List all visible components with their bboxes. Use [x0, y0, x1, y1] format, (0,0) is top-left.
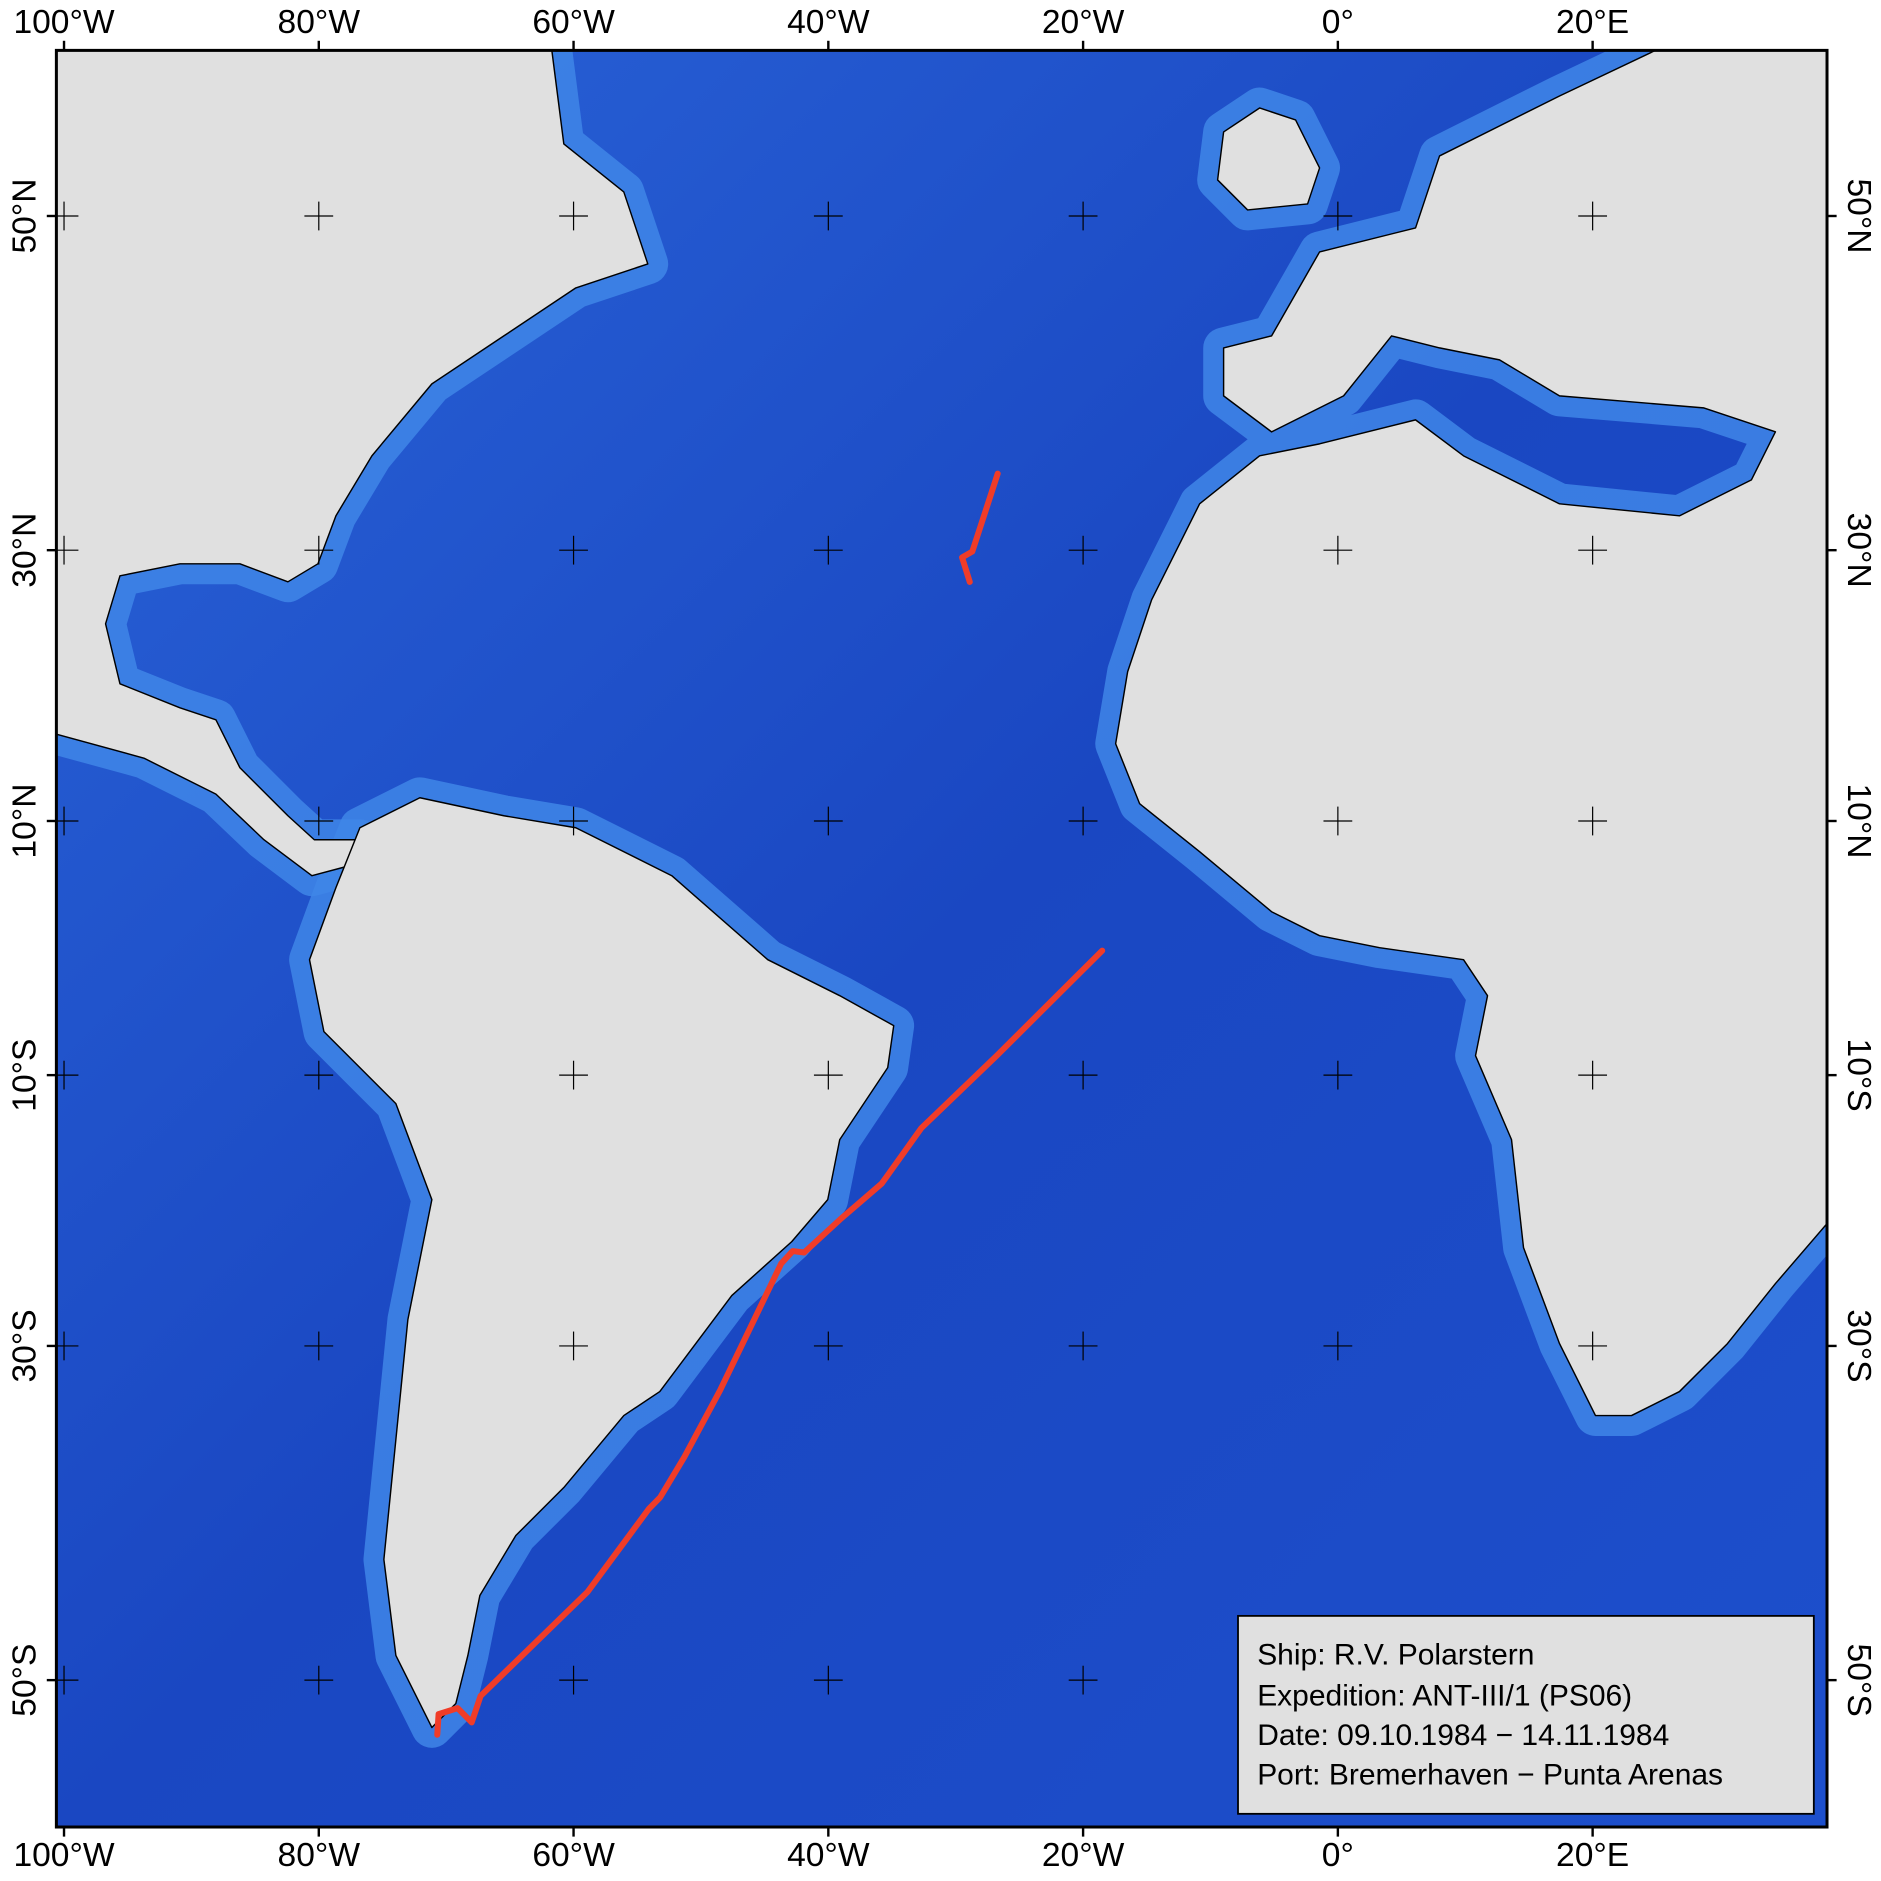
y-tick-label: 30°S [6, 1309, 43, 1382]
x-tick-label: 40°W [787, 1837, 870, 1874]
x-tick-label: 40°W [787, 4, 870, 41]
map-frame [54, 48, 1829, 1829]
y-tick-label: 50°S [1840, 1644, 1877, 1717]
y-tick-label: 50°N [6, 178, 43, 253]
y-tick-label: 10°S [1840, 1039, 1877, 1112]
y-tick-label: 50°S [6, 1644, 43, 1717]
basemap [56, 50, 1828, 1828]
x-tick-label: 20°W [1042, 4, 1125, 41]
legend-line: Date: 09.10.1984 − 14.11.1984 [1257, 1719, 1669, 1752]
y-tick-label: 10°N [1840, 783, 1877, 858]
legend-box [1237, 1614, 1815, 1815]
y-tick-label: 30°N [1840, 513, 1877, 588]
x-tick-label: 20°E [1556, 4, 1629, 41]
y-tick-label: 10°N [6, 783, 43, 858]
x-tick-label: 60°W [532, 1837, 615, 1874]
x-tick-label: 60°W [532, 4, 615, 41]
legend: Ship: R.V. Polarstern Expedition: ANT-II… [1237, 1614, 1815, 1815]
y-tick-label: 50°N [1840, 178, 1877, 253]
legend-line: Ship: R.V. Polarstern [1257, 1639, 1534, 1672]
x-tick-label: 20°E [1556, 1837, 1629, 1874]
x-tick-label: 20°W [1042, 1837, 1125, 1874]
y-tick-label: 30°S [1840, 1309, 1877, 1382]
cruise-track [434, 470, 1106, 1738]
x-tick-label: 100°W [13, 1837, 114, 1874]
x-tick-label: 0° [1322, 4, 1354, 41]
legend-line: Expedition: ANT-III/1 (PS06) [1257, 1679, 1632, 1712]
legend-line: Port: Bremerhaven − Punta Arenas [1257, 1759, 1723, 1792]
x-tick-label: 80°W [278, 1837, 361, 1874]
x-tick-label: 0° [1322, 1837, 1354, 1874]
y-tick-label: 30°N [6, 513, 43, 588]
x-tick-label: 80°W [278, 4, 361, 41]
x-tick-label: 100°W [13, 4, 114, 41]
y-tick-label: 10°S [6, 1039, 43, 1112]
